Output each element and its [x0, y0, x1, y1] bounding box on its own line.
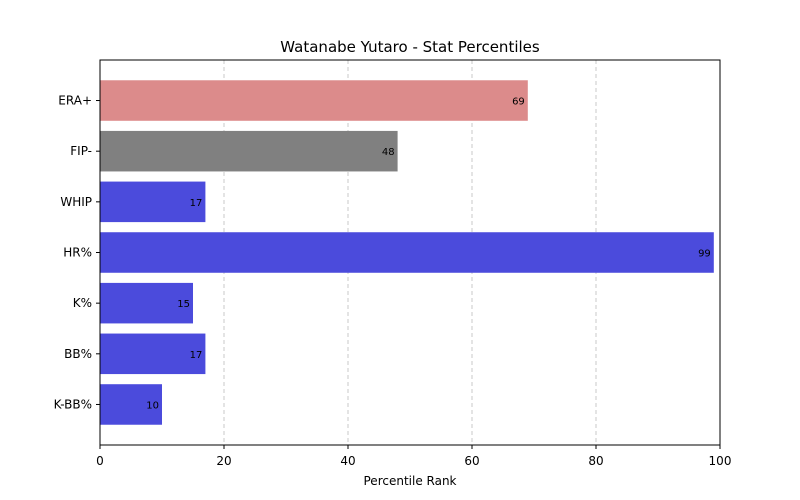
bar: [100, 181, 206, 223]
y-tick-labels: ERA+ FIP- WHIP HR% K% BB% K-BB%: [54, 94, 100, 411]
y-tick-label: K%: [73, 296, 92, 310]
x-tick-labels: 0 20 40 60 80 100: [96, 445, 731, 468]
bar: [100, 384, 162, 425]
bar-value-label: 99: [698, 249, 711, 260]
bar: [100, 282, 193, 324]
x-tick-label: 80: [588, 454, 603, 468]
bar-value-label: 48: [382, 147, 395, 158]
y-tick-label: BB%: [64, 347, 92, 361]
y-tick-label: WHIP: [60, 195, 92, 209]
plot-frame: [99, 59, 721, 446]
x-tick-label: 40: [340, 454, 355, 468]
bars: 69 48 17 99 15 17 10: [100, 80, 714, 425]
bar: [100, 333, 206, 375]
y-tick-label: ERA+: [58, 94, 92, 108]
x-tick-label: 20: [216, 454, 231, 468]
y-tick-label: FIP-: [70, 144, 92, 158]
bar-value-label: 69: [512, 97, 525, 108]
bar-value-label: 17: [190, 198, 203, 209]
x-tick-label: 100: [709, 454, 732, 468]
x-axis-label: Percentile Rank: [364, 474, 457, 488]
x-tick-label: 60: [464, 454, 479, 468]
bar: [100, 130, 398, 172]
chart-title: Watanabe Yutaro - Stat Percentiles: [280, 38, 540, 56]
y-tick-label: HR%: [63, 246, 92, 260]
bar-value-label: 17: [190, 350, 203, 361]
x-tick-label: 0: [96, 454, 104, 468]
y-tick-label: K-BB%: [54, 397, 92, 411]
bar: [100, 80, 528, 121]
bar-value-label: 10: [146, 400, 159, 411]
bar-value-label: 15: [177, 299, 190, 310]
bar: [100, 232, 714, 273]
